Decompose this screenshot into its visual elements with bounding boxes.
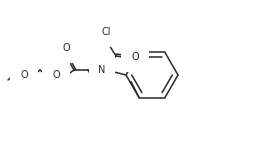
Text: N: N — [98, 65, 106, 75]
Text: O: O — [131, 52, 139, 62]
Text: O: O — [62, 43, 70, 53]
Text: O: O — [20, 70, 28, 80]
Text: O: O — [52, 70, 60, 80]
Text: Cl: Cl — [101, 27, 111, 37]
